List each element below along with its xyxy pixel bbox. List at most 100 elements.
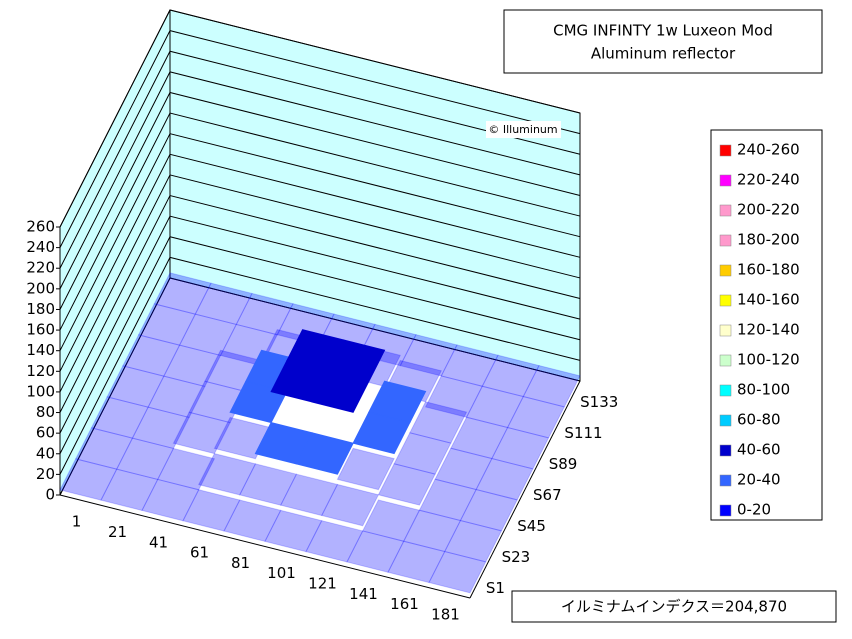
surface-patch <box>194 282 253 326</box>
legend-swatch <box>719 294 732 307</box>
surface-patch <box>115 437 175 481</box>
surface-patch <box>459 488 518 532</box>
surface-patch <box>428 550 487 594</box>
grid-line <box>59 50 581 269</box>
y-tick-label: S89 <box>549 455 578 473</box>
walls <box>59 9 581 496</box>
surface-patch <box>305 520 364 563</box>
y-tick-label: S45 <box>517 517 546 535</box>
surface-patch <box>399 334 458 377</box>
y-tick-label: S67 <box>533 486 562 504</box>
x-tick-label: 1 <box>72 513 82 531</box>
surface-patch <box>137 303 197 346</box>
grid-line <box>59 133 581 351</box>
grid-line <box>59 9 581 228</box>
legend-label: 100-120 <box>737 351 800 369</box>
z-tick-label: 220 <box>26 259 55 277</box>
z-tick-label: 200 <box>26 279 55 297</box>
legend-swatch <box>719 174 732 187</box>
surface-patch <box>172 411 231 455</box>
grid-line <box>59 215 581 434</box>
surface-patch <box>387 540 446 584</box>
legend-swatch <box>719 354 732 367</box>
z-tick-label: 0 <box>45 486 55 504</box>
x-tick-label: 161 <box>390 595 419 613</box>
z-tick-label: 260 <box>26 218 55 236</box>
grid-line <box>59 71 581 290</box>
surface-patch <box>235 292 294 336</box>
y-tick-label: S111 <box>564 424 602 442</box>
annotation: イルミナムインデクス＝204,870 <box>561 598 787 616</box>
x-tick-label: 21 <box>108 523 127 541</box>
surface-patch <box>131 406 190 450</box>
legend-swatch <box>719 234 732 247</box>
y-tick-label: S1 <box>486 579 505 597</box>
y-tick-label: S133 <box>580 393 618 411</box>
legend-swatch <box>719 444 732 457</box>
z-tick-label: 20 <box>36 465 55 483</box>
surface-patch <box>90 396 149 439</box>
surface-patch <box>153 272 212 315</box>
surface-patch <box>418 478 477 522</box>
surface <box>59 272 581 594</box>
surface-patch <box>59 458 118 501</box>
watermark-box <box>486 121 561 138</box>
legend-label: 200-220 <box>737 201 800 219</box>
legend-label: 120-140 <box>737 321 800 339</box>
surface-patch <box>279 473 339 517</box>
surface-patch <box>156 447 216 491</box>
y-tick-label: S23 <box>502 548 531 566</box>
surface-patch <box>223 499 282 542</box>
surface-patch <box>238 463 298 506</box>
grid-line <box>59 30 581 248</box>
surface-patch <box>434 447 493 491</box>
grid-line <box>59 277 581 496</box>
surface-patch <box>141 478 200 522</box>
surface-patch <box>352 411 411 455</box>
x-tick-label: 41 <box>149 533 168 551</box>
surface-patch <box>522 364 581 408</box>
legend-swatch <box>719 474 732 487</box>
legend-label: 180-200 <box>737 231 800 249</box>
title-box <box>503 9 823 74</box>
legend-entries: 240-260 220-240 200-220 180-200 160-180 140-1… <box>719 141 800 519</box>
legend-label: 220-240 <box>737 171 800 189</box>
axes: 0204060801001201401601802002202402601214… <box>26 218 618 624</box>
surface-patch <box>74 427 134 470</box>
z-tick-label: 40 <box>36 444 55 462</box>
surface-patch <box>361 499 421 542</box>
grid-line <box>59 194 581 413</box>
surface-patch <box>106 365 165 408</box>
surface-patch <box>311 370 370 413</box>
surface-patch <box>491 426 550 470</box>
surface-patch <box>336 447 395 491</box>
category-axis <box>59 494 471 599</box>
surface-patch <box>481 354 540 398</box>
x-tick-label: 81 <box>231 554 250 572</box>
surface-patch <box>178 313 238 357</box>
surface-patch <box>264 509 323 553</box>
grid-line <box>59 153 581 372</box>
z-tick-label: 80 <box>36 403 55 421</box>
surface-patch <box>450 416 509 460</box>
surface-patch <box>443 519 503 563</box>
surface-patch <box>409 401 468 444</box>
legend-label: 160-180 <box>737 261 800 279</box>
legend-label: 60-80 <box>737 411 781 429</box>
x-tick-label: 141 <box>349 585 378 603</box>
chart-title: CMG INFINTY 1w Luxeon Mod <box>553 22 773 40</box>
legend-swatch <box>719 504 732 517</box>
x-tick-label: 101 <box>267 564 296 582</box>
grid-line <box>59 112 581 331</box>
legend-label: 80-100 <box>737 381 790 399</box>
surface-patch <box>182 489 241 532</box>
legend-swatch <box>719 324 732 337</box>
legend-label: 40-60 <box>737 441 781 459</box>
surface-patch <box>465 385 525 429</box>
legend-swatch <box>719 384 732 397</box>
z-tick-label: 180 <box>26 300 55 318</box>
surface-patch <box>346 530 405 573</box>
x-tick-label: 121 <box>308 574 337 592</box>
